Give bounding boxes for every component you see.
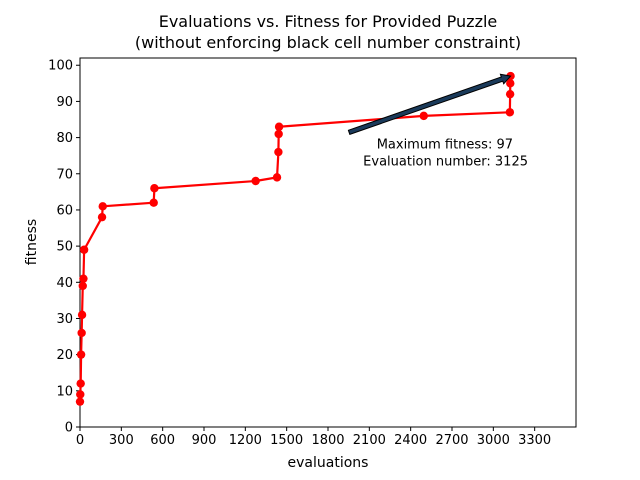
y-tick-label: 10 <box>56 384 73 399</box>
data-point <box>251 176 260 186</box>
chart-title: Evaluations vs. Fitness for Provided Puz… <box>159 12 498 31</box>
x-tick-label: 0 <box>76 433 84 448</box>
y-tick-label: 90 <box>56 95 73 110</box>
data-point <box>149 198 158 207</box>
x-tick-label: 300 <box>109 433 134 448</box>
data-point <box>419 111 428 121</box>
y-tick-label: 100 <box>48 59 73 74</box>
data-point <box>76 350 86 359</box>
series-line <box>78 76 512 402</box>
data-point <box>77 310 87 320</box>
y-tick-label: 20 <box>56 348 73 363</box>
y-tick-label: 0 <box>65 421 73 436</box>
annotation-max-fitness: Maximum fitness: 97 <box>377 137 513 152</box>
y-tick-label: 40 <box>56 276 73 291</box>
series-layer <box>75 71 515 406</box>
data-point <box>78 281 87 291</box>
annotation-eval-number: Evaluation number: 3125 <box>363 154 528 169</box>
x-tick-label: 2100 <box>353 433 386 448</box>
data-point <box>506 79 515 88</box>
x-tick-label: 1200 <box>229 433 262 448</box>
x-tick-label: 600 <box>150 433 175 448</box>
data-point <box>75 397 85 406</box>
y-tick-label: 60 <box>56 203 73 218</box>
data-point <box>97 212 107 222</box>
x-tick-label: 1800 <box>311 433 344 448</box>
x-tick-label: 2400 <box>394 433 427 448</box>
data-point <box>274 129 283 139</box>
data-point <box>272 173 282 182</box>
x-tick-label: 900 <box>192 433 217 448</box>
x-tick-label: 3000 <box>477 433 510 448</box>
x-tick-label: 2700 <box>435 433 468 448</box>
data-point <box>274 122 284 131</box>
y-axis-label: fitness <box>24 219 40 265</box>
data-point <box>76 390 85 399</box>
annotation-arrow <box>347 73 512 136</box>
x-axis-label: evaluations <box>288 455 369 471</box>
y-axis: 0 10 20 30 40 50 60 70 80 90 100 <box>48 59 80 436</box>
data-point <box>150 184 159 193</box>
x-tick-label: 1500 <box>270 433 303 448</box>
data-point <box>505 89 515 99</box>
data-point <box>98 202 107 211</box>
y-tick-label: 70 <box>56 167 73 182</box>
y-tick-label: 50 <box>56 240 73 255</box>
data-point <box>79 245 89 254</box>
data-point <box>79 274 88 283</box>
data-point <box>505 108 515 117</box>
data-point <box>274 147 283 157</box>
y-tick-label: 30 <box>56 312 73 327</box>
x-tick-label: 3300 <box>518 433 551 448</box>
annotation: Maximum fitness: 97 Evaluation number: 3… <box>347 73 528 169</box>
y-tick-label: 80 <box>56 131 73 146</box>
data-point <box>77 328 86 338</box>
data-point <box>76 379 85 388</box>
x-axis: 0 300 600 900 1200 1500 1800 2100 2400 2700 3000 33… <box>76 427 551 448</box>
chart-subtitle: (without enforcing black cell number con… <box>135 33 521 52</box>
